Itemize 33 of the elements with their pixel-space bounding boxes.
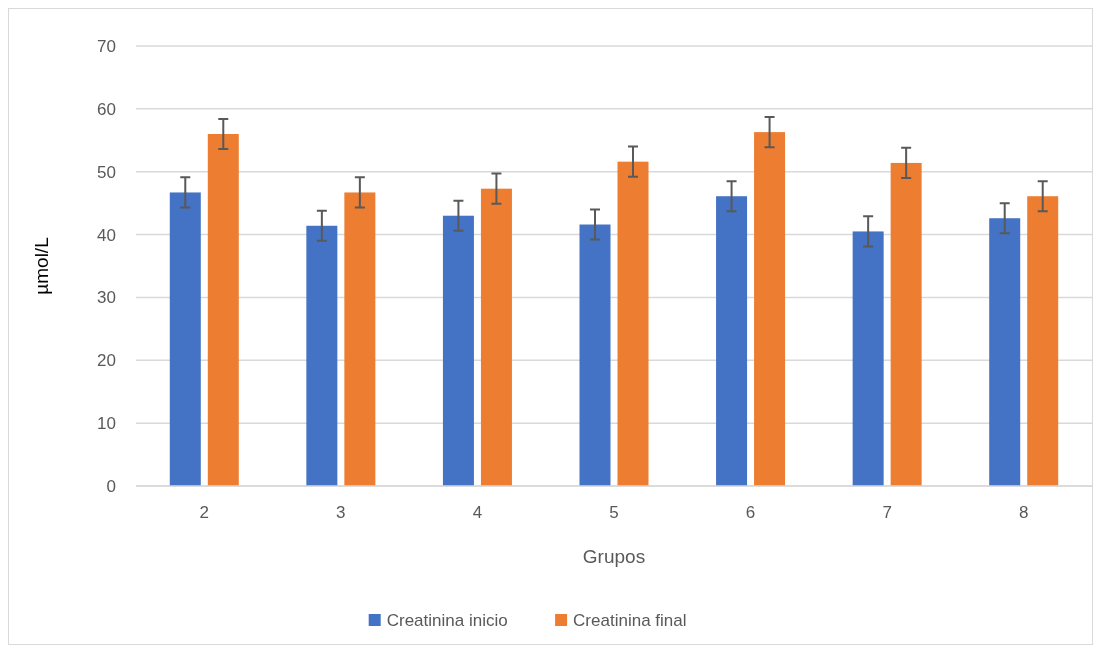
bar (169, 192, 201, 486)
legend-label: Creatinina inicio (386, 610, 508, 630)
x-tick-label: 2 (199, 503, 210, 522)
x-tick-label: 3 (336, 503, 346, 522)
bar (579, 224, 611, 486)
x-axis-title: Grupos (582, 546, 646, 567)
y-tick-label: 0 (106, 476, 116, 496)
y-axis-title: µmol/L (31, 237, 52, 295)
x-tick-label: 7 (882, 503, 892, 522)
bar (442, 215, 474, 486)
x-tick-label: 4 (472, 503, 483, 522)
legend-label: Creatinina final (573, 610, 687, 630)
bar (989, 218, 1021, 486)
bar (852, 231, 884, 486)
y-tick-label: 20 (97, 351, 116, 371)
y-tick-label: 30 (97, 288, 116, 308)
bar (344, 192, 376, 486)
x-tick-label: 8 (1018, 503, 1029, 522)
y-tick-label: 40 (97, 225, 116, 245)
y-tick-label: 10 (97, 414, 116, 434)
y-tick-label: 50 (97, 162, 116, 182)
bar (207, 134, 239, 486)
bar (480, 188, 512, 486)
bar (890, 162, 922, 486)
bar (754, 132, 786, 486)
bar (716, 196, 748, 486)
y-tick-label: 70 (97, 36, 116, 56)
bar (306, 225, 338, 486)
bar (1027, 196, 1059, 486)
x-tick-label: 5 (609, 503, 619, 522)
bar (617, 161, 649, 486)
y-tick-label: 60 (97, 99, 116, 119)
x-tick-label: 6 (745, 503, 756, 522)
